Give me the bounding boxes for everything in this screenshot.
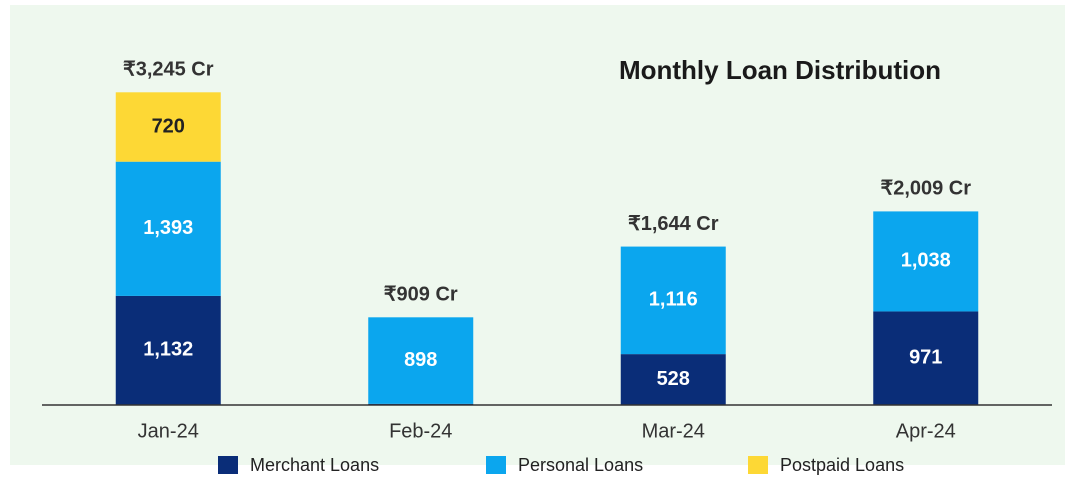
bar-segment bbox=[115, 295, 221, 405]
data-label: 1,132 bbox=[143, 339, 193, 361]
bar-segment bbox=[115, 161, 221, 296]
bar-segment bbox=[620, 246, 726, 355]
bar-segment bbox=[115, 92, 221, 162]
legend-swatch bbox=[486, 456, 506, 474]
x-tick-label: Feb-24 bbox=[389, 420, 452, 442]
bar-segment bbox=[620, 354, 726, 405]
bar-segment bbox=[873, 211, 979, 312]
legend-label: Personal Loans bbox=[518, 455, 643, 475]
legend-label: Postpaid Loans bbox=[780, 455, 904, 475]
data-label: 1,038 bbox=[901, 250, 951, 272]
total-label: ₹3,245 Cr bbox=[123, 59, 214, 81]
x-tick-label: Jan-24 bbox=[138, 420, 199, 442]
total-label: ₹2,009 Cr bbox=[880, 178, 971, 200]
legend-swatch bbox=[218, 456, 238, 474]
x-tick-label: Apr-24 bbox=[896, 420, 956, 442]
total-label: ₹1,644 Cr bbox=[628, 213, 719, 235]
total-label: ₹909 Cr bbox=[384, 284, 458, 306]
data-label: 1,393 bbox=[143, 217, 193, 239]
data-label: 1,116 bbox=[649, 289, 698, 311]
bar-segment bbox=[368, 317, 474, 404]
legend-swatch bbox=[748, 456, 768, 474]
x-tick-label: Mar-24 bbox=[642, 420, 705, 442]
data-label: 720 bbox=[152, 115, 185, 137]
legend-label: Merchant Loans bbox=[250, 455, 379, 475]
data-label: 971 bbox=[909, 346, 942, 368]
data-label: 898 bbox=[404, 349, 437, 371]
chart-title: Monthly Loan Distribution bbox=[619, 55, 941, 85]
data-label: 528 bbox=[657, 368, 690, 390]
bar-segment bbox=[873, 311, 979, 405]
